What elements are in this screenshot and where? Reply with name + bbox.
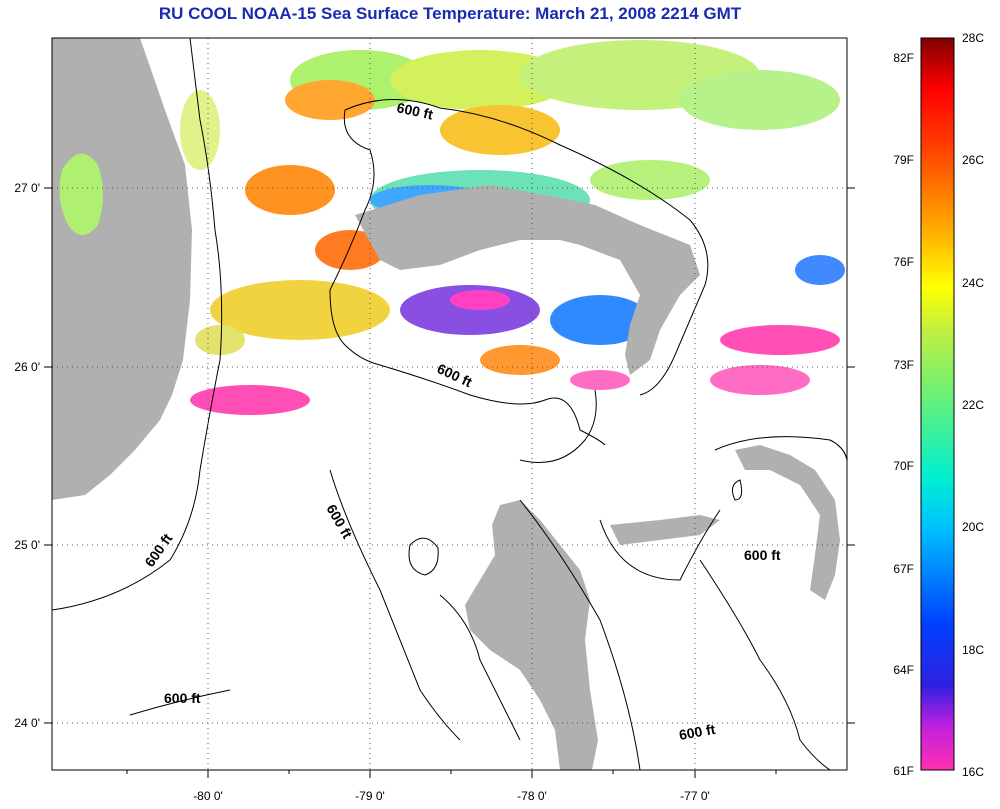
contour-label: 600 ft	[164, 690, 201, 706]
grand-bahama-abaco	[355, 185, 700, 375]
colorbar-celsius-ticks: 28C 26C 24C 22C 20C 18C 16C	[962, 31, 984, 779]
lon-tick-label: -78 0'	[517, 789, 547, 803]
eleuthera-island	[735, 445, 840, 600]
eleuthera-south	[610, 515, 720, 545]
lon-tick-label: -77 0'	[680, 789, 710, 803]
colorbar-f-label: 79F	[893, 153, 914, 167]
graticule	[52, 38, 847, 770]
andros-island	[465, 500, 598, 770]
lon-tick-label: -80 0'	[193, 789, 223, 803]
lake-okeechobee	[59, 153, 103, 235]
bathymetry-contours	[52, 38, 847, 770]
colorbar-f-label: 67F	[893, 562, 914, 576]
colorbar-f-label: 73F	[893, 358, 914, 372]
lon-tick-label: -79 0'	[355, 789, 385, 803]
colorbar-f-label: 82F	[893, 51, 914, 65]
colorbar-c-label: 28C	[962, 31, 984, 45]
contour-label: 600 ft	[744, 547, 781, 563]
colorbar-c-label: 26C	[962, 153, 984, 167]
colorbar-c-label: 20C	[962, 520, 984, 534]
colorbar-f-label: 61F	[893, 764, 914, 778]
map-border	[51, 37, 848, 771]
contour-label: 600 ft	[395, 99, 434, 122]
land-layer	[52, 38, 840, 770]
colorbar-f-label: 76F	[893, 255, 914, 269]
colorbar-f-label: 70F	[893, 459, 914, 473]
map-area	[52, 38, 847, 770]
axis-tick-marks	[44, 187, 855, 778]
colorbar-fahrenheit-ticks: 82F 79F 76F 73F 70F 67F 64F 61F	[893, 51, 914, 778]
map-title: RU COOL NOAA-15 Sea Surface Temperature:…	[158, 4, 742, 23]
longitude-labels: -80 0' -79 0' -78 0' -77 0'	[193, 789, 710, 803]
latitude-labels: 27 0' 26 0' 25 0' 24 0'	[14, 181, 40, 730]
colorbar-c-label: 16C	[962, 765, 984, 779]
florida-peninsula	[52, 38, 192, 500]
contour-label: 600 ft	[678, 721, 717, 743]
colorbar-c-label: 24C	[962, 276, 984, 290]
colorbar	[920, 37, 955, 771]
lat-tick-label: 26 0'	[14, 360, 40, 374]
lat-tick-label: 24 0'	[14, 716, 40, 730]
colorbar-f-label: 64F	[893, 663, 914, 677]
colorbar-c-label: 18C	[962, 643, 984, 657]
lat-tick-label: 25 0'	[14, 538, 40, 552]
lat-tick-label: 27 0'	[14, 181, 40, 195]
colorbar-c-label: 22C	[962, 398, 984, 412]
